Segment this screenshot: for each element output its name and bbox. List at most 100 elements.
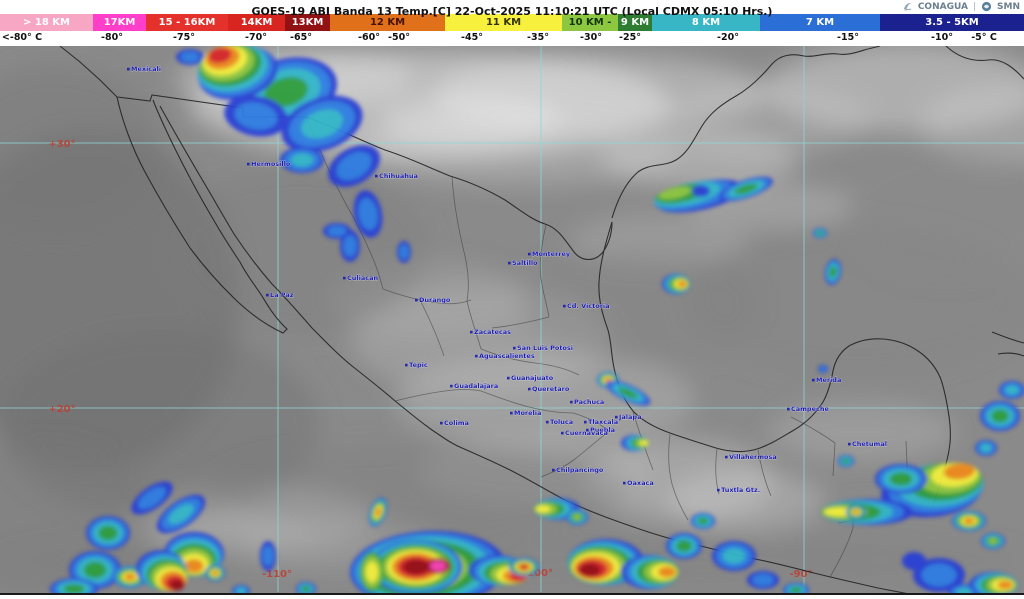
storm-cell xyxy=(136,550,188,591)
storm-cell xyxy=(981,533,1005,549)
city-label: Morelia xyxy=(510,409,542,417)
city-marker-icon xyxy=(440,421,443,425)
storm-cell xyxy=(902,552,926,570)
smn-logo-text: SMN xyxy=(997,1,1020,12)
city-name: Saltillo xyxy=(512,259,538,267)
city-name: Hermosillo xyxy=(251,160,291,168)
city-name: Merida xyxy=(816,376,841,384)
city-name: Oaxaca xyxy=(627,479,654,487)
storm-cell xyxy=(975,440,997,456)
city-marker-icon xyxy=(552,468,555,472)
storm-cell xyxy=(838,455,854,467)
city-marker-icon xyxy=(450,384,453,388)
city-marker-icon xyxy=(247,162,250,166)
storm-cell xyxy=(999,381,1024,399)
city-marker-icon xyxy=(343,276,346,280)
city-name: Aguascalientes xyxy=(479,352,535,360)
temp-label: -35° xyxy=(527,32,549,43)
city-label: Durango xyxy=(415,296,451,304)
coastlines xyxy=(59,46,1024,593)
city-name: Chetumal xyxy=(852,440,887,448)
city-name: Monterrey xyxy=(532,250,571,258)
storm-cell xyxy=(969,572,1018,593)
satellite-map: +30° +20° -110° -100° -90° Mexicali Hermosillo… xyxy=(0,46,1024,593)
legend-segment: 13KM xyxy=(285,14,330,31)
legend-segment: 11 KM xyxy=(445,14,562,31)
city-label: Chihuahua xyxy=(375,172,418,180)
coord-label: +30° xyxy=(48,139,75,150)
storm-cell xyxy=(621,435,649,451)
border-path xyxy=(394,389,482,402)
legend-segment: 10 KM - xyxy=(562,14,618,31)
city-name: Guadalajara xyxy=(454,382,498,390)
storm-cell xyxy=(818,365,828,373)
city-label: Villahermosa xyxy=(725,453,777,461)
storm-cell xyxy=(719,176,773,202)
border-path xyxy=(668,433,689,521)
altitude-legend: > 18 KM 17KM 15 - 16KM 14KM 13KM 12 KM 11 KM 10… xyxy=(0,14,1024,31)
coord-label: +20° xyxy=(48,404,75,415)
city-marker-icon xyxy=(570,400,573,404)
city-marker-icon xyxy=(812,378,815,382)
city-marker-icon xyxy=(717,488,720,492)
city-marker-icon xyxy=(546,420,549,424)
storm-cell xyxy=(50,578,98,593)
temp-label: -80° xyxy=(101,32,123,43)
city-label: Colima xyxy=(440,419,469,427)
coastline-path xyxy=(116,96,288,334)
satellite-map-area: +30° +20° -110° -100° -90° Mexicali Hermosillo… xyxy=(0,46,1024,595)
city-label: Monterrey xyxy=(528,250,571,258)
city-label: Tlaxcala xyxy=(584,418,618,426)
border-path xyxy=(757,449,772,497)
temp-label: -25° xyxy=(619,32,641,43)
storm-cell xyxy=(232,585,250,593)
city-label: Queretaro xyxy=(528,385,570,393)
city-name: Morelia xyxy=(514,409,541,417)
city-label: Mexicali xyxy=(127,65,161,73)
temperature-scale: <-80° C -80° -75° -70° -65° -60° -50° -45° -35° -… xyxy=(0,31,1024,46)
storm-cell xyxy=(224,95,288,137)
city-name: Chilpancingo xyxy=(556,466,604,474)
city-label: Guadalajara xyxy=(450,382,498,390)
city-marker-icon xyxy=(563,304,566,308)
city-label: Cuernavaca xyxy=(561,429,608,437)
legend-segment: 7 KM xyxy=(760,14,880,31)
border-path xyxy=(382,288,472,305)
legend-segment: 14KM xyxy=(228,14,285,31)
city-marker-icon xyxy=(584,420,587,424)
city-marker-icon xyxy=(266,293,269,297)
storm-cell xyxy=(426,558,450,574)
temp-label: -10° xyxy=(931,32,953,43)
storm-cell xyxy=(666,533,702,559)
storm-cell xyxy=(328,145,380,187)
border-path xyxy=(420,301,445,357)
city-label: La Paz xyxy=(266,291,294,299)
storm-cell xyxy=(783,583,809,593)
city-label: Hermosillo xyxy=(247,160,291,168)
title-bar: GOES-19 ABI Banda 13 Temp.[C] 22-Oct-202… xyxy=(0,0,1024,18)
city-name: Campeche xyxy=(791,405,829,413)
storm-cells xyxy=(50,46,1024,593)
storm-cell xyxy=(69,551,121,589)
city-name: Tuxtla Gtz. xyxy=(721,486,760,494)
storm-cell xyxy=(747,571,779,589)
city-name: Chihuahua xyxy=(379,172,418,180)
city-marker-icon xyxy=(405,363,408,367)
city-label: Pachuca xyxy=(570,398,605,406)
storm-cell xyxy=(509,558,539,576)
storm-cell xyxy=(692,185,710,197)
city-name: Toluca xyxy=(550,418,573,426)
border-path xyxy=(790,416,836,477)
city-name: Cd. Victoria xyxy=(567,302,610,310)
storm-cell xyxy=(813,228,827,238)
storm-cell xyxy=(197,46,278,100)
cloud-texture xyxy=(0,46,1024,593)
city-name: Zacatecas xyxy=(474,328,511,336)
temp-label: -45° xyxy=(461,32,483,43)
storm-cell xyxy=(952,511,986,531)
city-marker-icon xyxy=(725,455,728,459)
city-name: Jalapa xyxy=(618,413,641,421)
city-label: Tepic xyxy=(405,361,428,369)
city-label: San Luis Potosi xyxy=(513,344,573,352)
